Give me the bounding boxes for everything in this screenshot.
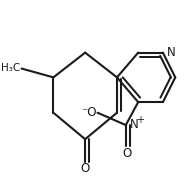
Text: O: O (122, 147, 131, 160)
Text: N: N (130, 118, 139, 131)
Text: N: N (167, 46, 176, 59)
Text: H₃C: H₃C (1, 63, 20, 73)
Text: ⁻O: ⁻O (81, 106, 97, 119)
Text: O: O (81, 162, 90, 175)
Text: +: + (136, 115, 144, 125)
